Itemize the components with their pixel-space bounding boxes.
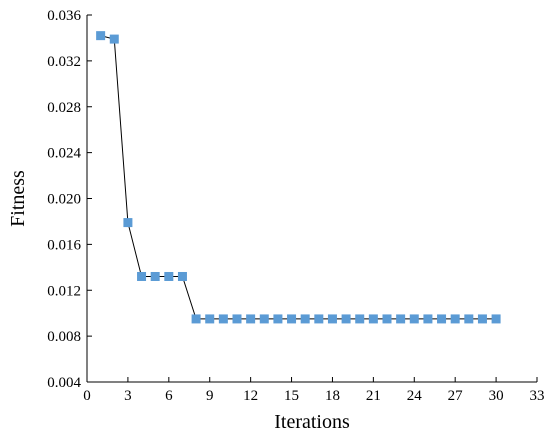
x-tick-label: 27 bbox=[448, 388, 464, 404]
y-tick-label: 0.032 bbox=[47, 54, 81, 70]
data-point bbox=[327, 314, 337, 324]
x-tick-label: 15 bbox=[284, 388, 299, 404]
y-tick-label: 0.024 bbox=[47, 146, 81, 162]
data-point bbox=[246, 314, 256, 324]
data-point bbox=[137, 271, 147, 281]
y-tick-label: 0.008 bbox=[47, 329, 81, 345]
data-point bbox=[355, 314, 365, 324]
x-tick-label: 18 bbox=[325, 388, 340, 404]
y-tick-label: 0.012 bbox=[47, 283, 81, 299]
data-point bbox=[477, 314, 487, 324]
y-tick-label: 0.016 bbox=[47, 237, 81, 253]
data-point bbox=[382, 314, 392, 324]
data-point bbox=[300, 314, 310, 324]
data-point bbox=[341, 314, 351, 324]
data-point bbox=[205, 314, 215, 324]
x-tick-label: 24 bbox=[407, 388, 423, 404]
data-point bbox=[218, 314, 228, 324]
data-point bbox=[150, 271, 160, 281]
data-point bbox=[177, 271, 187, 281]
x-tick-label: 21 bbox=[366, 388, 381, 404]
data-point bbox=[491, 314, 501, 324]
data-point bbox=[109, 34, 119, 44]
y-ticks: 0.004 0.008 0.012 0.016 0.020 0.024 0.028 0.032… bbox=[47, 8, 92, 391]
data-point bbox=[409, 314, 419, 324]
data-point bbox=[164, 271, 174, 281]
x-axis-title: Iterations bbox=[274, 411, 350, 433]
series-line bbox=[100, 35, 497, 320]
data-point bbox=[437, 314, 447, 324]
data-point bbox=[232, 314, 242, 324]
data-point bbox=[396, 314, 406, 324]
y-tick-label: 0.028 bbox=[47, 100, 81, 116]
x-ticks: 0 3 6 9 12 15 18 21 24 27 30 33 bbox=[83, 377, 545, 404]
x-tick-label: 0 bbox=[83, 388, 91, 404]
data-point bbox=[123, 218, 133, 228]
plot-area bbox=[96, 31, 501, 324]
y-axis-title: Fitness bbox=[7, 170, 29, 227]
data-point bbox=[96, 31, 106, 41]
y-tick-label: 0.004 bbox=[47, 375, 81, 391]
data-point bbox=[191, 314, 201, 324]
x-tick-label: 30 bbox=[489, 388, 504, 404]
y-tick-label: 0.020 bbox=[47, 192, 81, 208]
x-tick-label: 33 bbox=[530, 388, 545, 404]
x-tick-label: 9 bbox=[206, 388, 214, 404]
x-tick-label: 12 bbox=[243, 388, 258, 404]
data-point bbox=[450, 314, 460, 324]
axes bbox=[86, 15, 537, 383]
y-tick-label: 0.036 bbox=[47, 8, 81, 24]
data-point bbox=[314, 314, 324, 324]
x-tick-label: 3 bbox=[124, 388, 132, 404]
data-point bbox=[464, 314, 474, 324]
data-point bbox=[259, 314, 269, 324]
data-point bbox=[287, 314, 297, 324]
data-point bbox=[423, 314, 433, 324]
data-point bbox=[368, 314, 378, 324]
data-point bbox=[273, 314, 283, 324]
x-tick-label: 6 bbox=[165, 388, 173, 404]
